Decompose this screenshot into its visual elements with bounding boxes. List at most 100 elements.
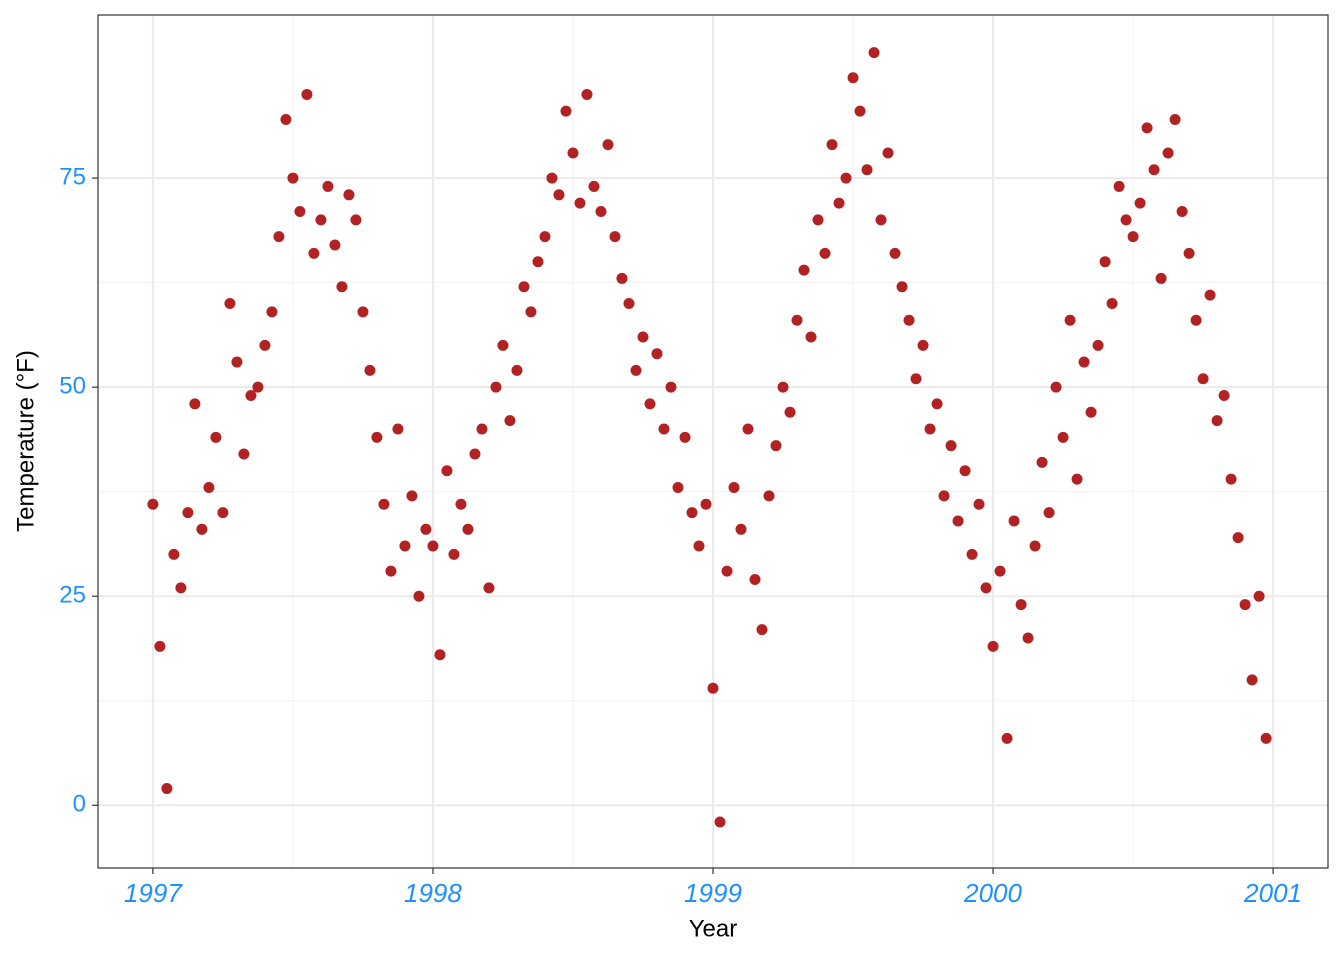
point [252,381,264,393]
point [224,298,236,310]
point [1155,272,1167,284]
point [714,816,726,828]
point [1022,632,1034,644]
point [525,306,537,318]
x-tick-label: 1999 [684,878,742,908]
point [1211,415,1223,427]
point [154,640,166,652]
point [1064,314,1076,326]
point [868,47,880,59]
point [686,507,698,519]
point [749,573,761,585]
point [910,373,922,385]
point [777,381,789,393]
point [1036,456,1048,468]
point [301,88,313,100]
point [175,582,187,594]
point [791,314,803,326]
point [168,548,180,560]
point [343,189,355,201]
y-axis-title: Temperature (°F) [12,350,39,532]
point [903,314,915,326]
point [875,214,887,226]
point [371,431,383,443]
point [756,624,768,636]
point [441,465,453,477]
point [994,565,1006,577]
point [959,465,971,477]
point [511,364,523,376]
point [287,172,299,184]
point [1204,289,1216,301]
point [413,590,425,602]
point [574,197,586,209]
point [805,331,817,343]
point [1183,247,1195,259]
point [1050,381,1062,393]
point [833,197,845,209]
point [616,272,628,284]
point [1001,732,1013,744]
point [1092,339,1104,351]
point [1071,473,1083,485]
point [735,523,747,535]
point [882,147,894,159]
point [721,565,733,577]
point [406,490,418,502]
point [462,523,474,535]
point [938,490,950,502]
point [602,139,614,151]
point [1008,515,1020,527]
point [1197,373,1209,385]
point [350,214,362,226]
point [1120,214,1132,226]
point [595,206,607,218]
point [532,256,544,268]
point [1099,256,1111,268]
x-tick-label: 1998 [404,878,462,908]
point [1169,114,1181,126]
point [448,548,460,560]
point [553,189,565,201]
point [231,356,243,368]
point [609,231,621,243]
point [644,398,656,410]
point [1078,356,1090,368]
point [1176,206,1188,218]
point [546,172,558,184]
y-tick-label: 0 [73,791,86,818]
point [539,231,551,243]
point [728,481,740,493]
point [1239,599,1251,611]
point [399,540,411,552]
point [623,298,635,310]
x-tick-label: 2000 [963,878,1022,908]
point [294,206,306,218]
point [1113,180,1125,192]
point [763,490,775,502]
point [259,339,271,351]
point [1260,732,1272,744]
point [1232,532,1244,544]
point [980,582,992,594]
point [1015,599,1027,611]
point [1029,540,1041,552]
point [1085,406,1097,418]
point [798,264,810,276]
point [336,281,348,293]
point [924,423,936,435]
point [147,498,159,510]
point [322,180,334,192]
point [973,498,985,510]
point [567,147,579,159]
point [189,398,201,410]
point [392,423,404,435]
point [658,423,670,435]
point [1162,147,1174,159]
point [469,448,481,460]
point [1246,674,1258,686]
point [665,381,677,393]
point [679,431,691,443]
point [581,88,593,100]
